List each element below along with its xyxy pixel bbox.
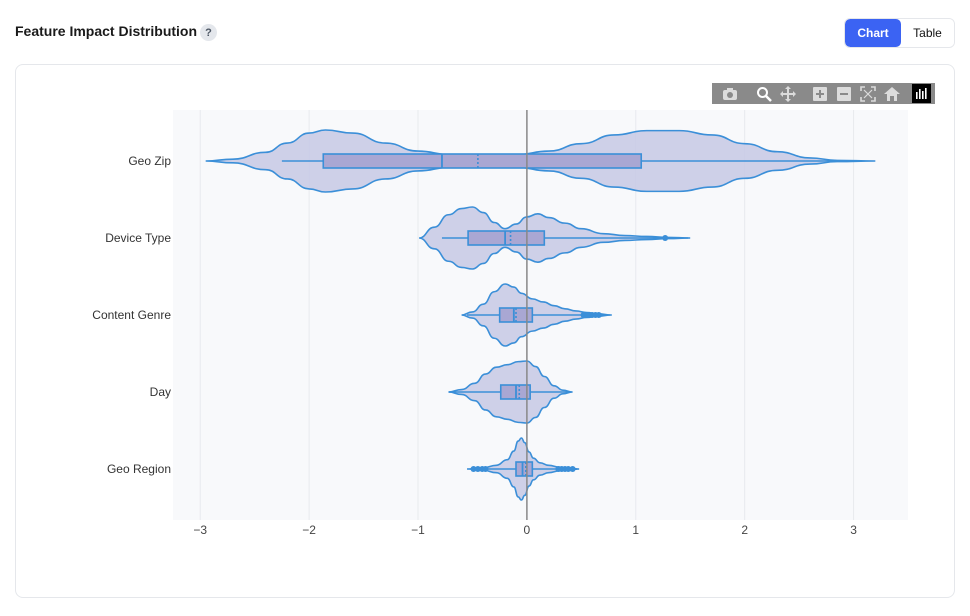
zoom-out-icon[interactable]: [834, 83, 854, 104]
help-icon[interactable]: ?: [200, 24, 217, 41]
category-label: Content Genre: [92, 308, 171, 322]
outlier-point: [482, 466, 489, 472]
table-view-button[interactable]: Table: [901, 19, 954, 47]
x-tick-label: 1: [632, 523, 639, 537]
outlier-point: [565, 466, 572, 472]
violin-group: Geo Region: [107, 437, 580, 501]
category-label: Geo Region: [107, 462, 171, 476]
camera-icon[interactable]: [720, 83, 740, 104]
outlier-point: [569, 466, 576, 472]
violin-group: Day: [150, 360, 573, 424]
chart-view-button[interactable]: Chart: [845, 19, 901, 47]
outlier-point: [474, 466, 481, 472]
reset-axes-icon[interactable]: [882, 83, 902, 104]
plotly-logo-icon[interactable]: [912, 84, 931, 103]
page-title: Feature Impact Distribution: [15, 23, 198, 39]
x-tick-label: −3: [193, 523, 207, 537]
zoom-icon[interactable]: [754, 83, 774, 104]
iqr-box: [467, 230, 546, 246]
outlier-point: [595, 312, 602, 318]
autoscale-icon[interactable]: [858, 83, 878, 104]
category-label: Geo Zip: [128, 154, 171, 168]
outlier-point: [580, 312, 587, 318]
outlier-point: [662, 235, 669, 241]
x-tick-label: −2: [302, 523, 316, 537]
x-tick-label: 2: [741, 523, 748, 537]
x-tick-label: 3: [850, 523, 857, 537]
outlier-point: [584, 312, 591, 318]
chart-header: Feature Impact Distribution ? Chart Tabl…: [15, 18, 955, 48]
zoom-in-icon[interactable]: [810, 83, 830, 104]
violin-group: Content Genre: [92, 283, 612, 347]
plot-modebar: [712, 83, 935, 104]
violin-group: Geo Zip: [128, 129, 876, 193]
category-label: Device Type: [105, 231, 171, 245]
view-toggle: Chart Table: [844, 18, 955, 48]
pan-icon[interactable]: [778, 83, 798, 104]
iqr-box: [322, 153, 643, 169]
x-tick-label: 0: [524, 523, 531, 537]
violin-group: Device Type: [105, 206, 691, 270]
category-label: Day: [150, 385, 171, 399]
outlier-point: [470, 466, 477, 472]
x-tick-label: −1: [411, 523, 425, 537]
iqr-box: [515, 461, 534, 477]
